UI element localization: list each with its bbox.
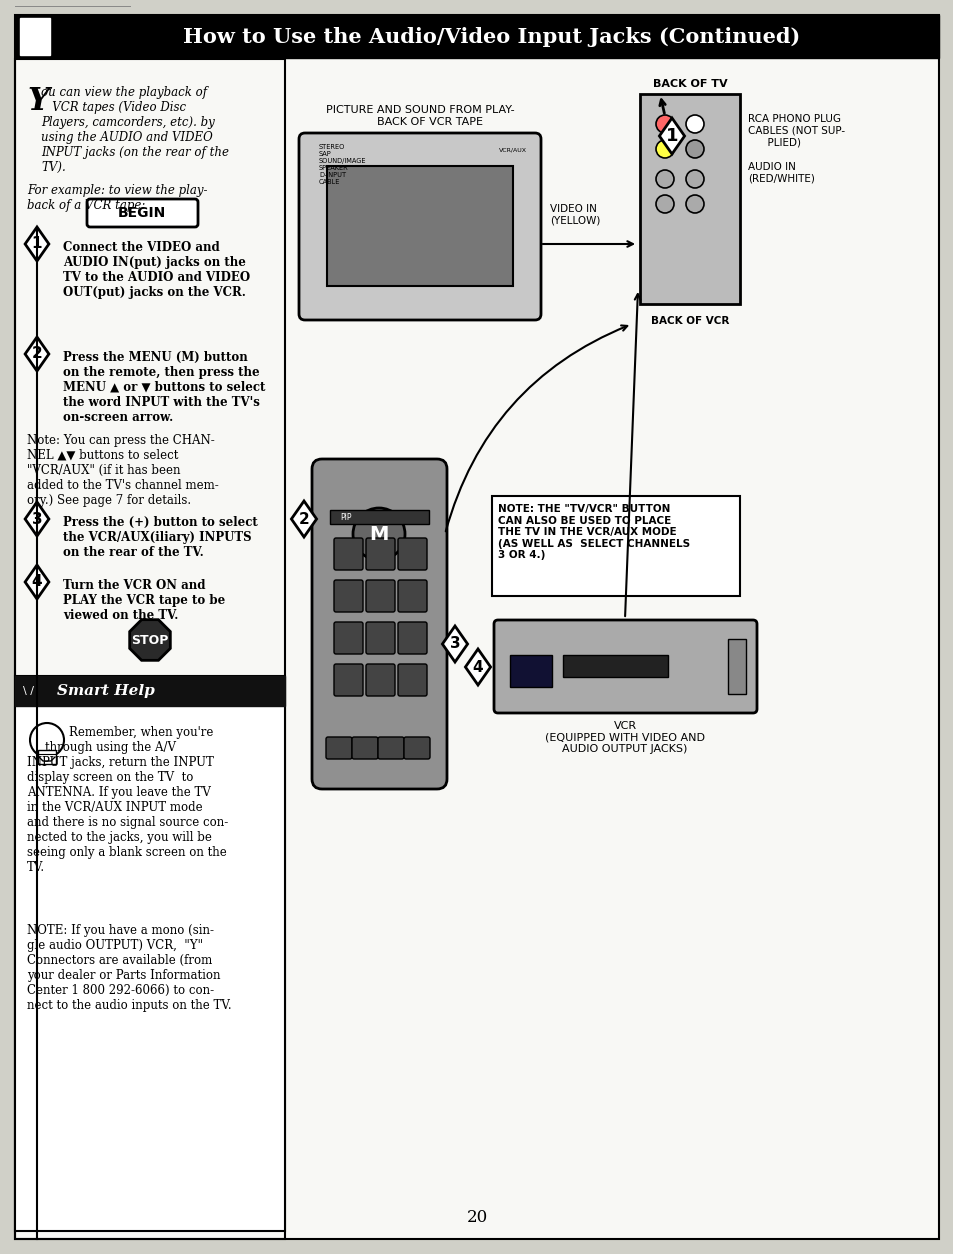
Text: INPUT jacks, return the INPUT
display screen on the TV  to
ANTENNA. If you leave: INPUT jacks, return the INPUT display sc… [27,756,228,874]
Text: BACK OF VCR: BACK OF VCR [650,316,728,326]
Text: How to Use the Audio/Video Input Jacks (Continued): How to Use the Audio/Video Input Jacks (… [183,28,800,46]
FancyBboxPatch shape [352,737,377,759]
Text: Press the (+) button to select
the VCR/AUX(iliary) INPUTS
on the rear of the TV.: Press the (+) button to select the VCR/A… [63,515,257,559]
Text: Turn the VCR ON and
PLAY the VCR tape to be
viewed on the TV.: Turn the VCR ON and PLAY the VCR tape to… [63,579,225,622]
Circle shape [656,140,673,158]
Text: ou can view the playback of
   VCR tapes (Video Disc
Players, camcorders, etc). : ou can view the playback of VCR tapes (V… [41,87,229,174]
FancyBboxPatch shape [366,622,395,655]
Circle shape [353,508,405,561]
Polygon shape [25,337,49,371]
Text: NOTE: If you have a mono (sin-
gle audio OUTPUT) VCR,  "Y"
Connectors are availa: NOTE: If you have a mono (sin- gle audio… [27,924,232,1012]
Bar [510,655,552,687]
Text: PIP: PIP [339,513,351,522]
FancyBboxPatch shape [334,581,363,612]
Text: M: M [369,524,388,543]
Text: STEREO
SAP
SOUND/IMAGE
SPEAKER
D-INPUT
CABLE: STEREO SAP SOUND/IMAGE SPEAKER D-INPUT C… [318,144,366,186]
Text: Smart Help: Smart Help [57,683,154,698]
Bar [327,166,513,286]
Polygon shape [25,502,49,535]
Text: 4: 4 [472,660,483,675]
Text: VCR
(EQUIPPED WITH VIDEO AND
AUDIO OUTPUT JACKS): VCR (EQUIPPED WITH VIDEO AND AUDIO OUTPU… [544,721,704,754]
FancyBboxPatch shape [397,581,427,612]
FancyBboxPatch shape [366,581,395,612]
Bar [15,59,285,1239]
Circle shape [656,115,673,133]
Text: 2: 2 [31,346,42,361]
FancyBboxPatch shape [397,538,427,571]
FancyBboxPatch shape [326,737,352,759]
FancyBboxPatch shape [334,538,363,571]
FancyBboxPatch shape [312,459,447,789]
Circle shape [685,171,703,188]
Bar [562,655,667,677]
Text: \ /: \ / [23,686,37,696]
Bar [330,510,429,524]
FancyBboxPatch shape [334,665,363,696]
Text: 1: 1 [31,237,42,252]
Text: VCR/AUX: VCR/AUX [498,147,526,152]
Circle shape [30,724,64,757]
Text: Remember, when you're: Remember, when you're [69,726,213,739]
FancyBboxPatch shape [377,737,403,759]
Text: 3: 3 [31,512,42,527]
Text: 4: 4 [31,574,42,589]
Text: NOTE: THE "TV/VCR" BUTTON
CAN ALSO BE USED TO PLACE
THE TV IN THE VCR/AUX MODE
(: NOTE: THE "TV/VCR" BUTTON CAN ALSO BE US… [497,504,689,561]
Bar [492,497,740,596]
Bar [639,94,740,303]
Bar [727,640,745,693]
FancyBboxPatch shape [397,622,427,655]
FancyBboxPatch shape [334,622,363,655]
FancyBboxPatch shape [298,133,540,320]
Text: Connect the VIDEO and
AUDIO IN(put) jacks on the
TV to the AUDIO and VIDEO
OUT(p: Connect the VIDEO and AUDIO IN(put) jack… [63,241,250,298]
Polygon shape [465,650,490,685]
Bar [15,676,285,1231]
Text: VIDEO IN
(YELLOW): VIDEO IN (YELLOW) [550,204,599,226]
Text: RCA PHONO PLUG
CABLES (NOT SUP-
      PLIED): RCA PHONO PLUG CABLES (NOT SUP- PLIED) [747,114,844,147]
Text: BACK OF TV: BACK OF TV [652,79,726,89]
Text: PICTURE AND SOUND FROM PLAY-
      BACK OF VCR TAPE: PICTURE AND SOUND FROM PLAY- BACK OF VCR… [325,105,514,127]
Polygon shape [291,502,316,537]
Bar [38,750,56,764]
Text: AUDIO IN
(RED/WHITE): AUDIO IN (RED/WHITE) [747,162,814,183]
Polygon shape [659,118,684,154]
FancyBboxPatch shape [366,538,395,571]
Circle shape [656,171,673,188]
Text: Y: Y [27,87,49,117]
Text: 20: 20 [466,1209,487,1225]
Polygon shape [442,626,467,662]
Text: 3: 3 [449,637,460,652]
Text: STOP: STOP [132,633,169,647]
Text: through using the A/V: through using the A/V [45,741,175,754]
Circle shape [656,196,673,213]
Bar [20,18,50,55]
FancyBboxPatch shape [397,665,427,696]
Polygon shape [25,227,49,261]
Polygon shape [130,619,171,661]
FancyBboxPatch shape [366,665,395,696]
Polygon shape [25,566,49,599]
FancyBboxPatch shape [494,619,757,714]
Circle shape [685,115,703,133]
Circle shape [685,140,703,158]
Text: Press the MENU (M) button
on the remote, then press the
MENU ▲ or ▼ buttons to s: Press the MENU (M) button on the remote,… [63,351,265,424]
Bar [15,676,285,706]
Text: BEGIN: BEGIN [118,206,166,219]
Text: 1: 1 [665,127,678,145]
Text: 2: 2 [298,512,309,527]
Text: Note: You can press the CHAN-
NEL ▲▼ buttons to select
"VCR/AUX" (if it has been: Note: You can press the CHAN- NEL ▲▼ but… [27,434,218,507]
FancyBboxPatch shape [87,199,198,227]
FancyBboxPatch shape [403,737,430,759]
Circle shape [685,196,703,213]
Bar [15,15,938,58]
Text: For example: to view the play-
back of a VCR tape:: For example: to view the play- back of a… [27,184,208,212]
